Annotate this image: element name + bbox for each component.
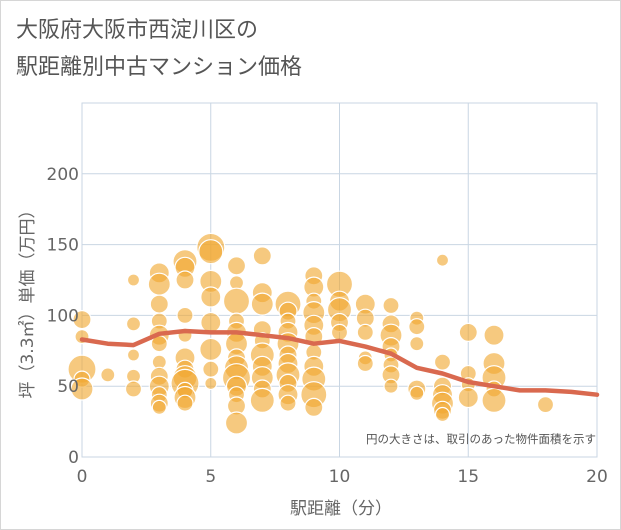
data-bubble xyxy=(536,396,555,414)
chart-title-line-1: 大阪府大阪市西淀川区の xyxy=(16,18,259,43)
data-bubble xyxy=(382,296,400,315)
data-bubble xyxy=(483,324,505,346)
x-tick-label: 0 xyxy=(77,467,88,487)
data-bubble xyxy=(149,294,169,314)
data-bubble xyxy=(147,272,171,296)
data-bubble xyxy=(457,386,479,409)
data-bubble xyxy=(330,323,349,341)
data-bubble xyxy=(204,376,218,390)
data-bubble xyxy=(383,378,399,394)
data-bubble xyxy=(70,377,94,401)
x-tick-label: 20 xyxy=(586,467,608,487)
data-bubble xyxy=(202,360,220,378)
data-bubble xyxy=(72,310,92,330)
data-bubble xyxy=(124,380,143,398)
data-bubble xyxy=(435,253,450,267)
data-bubble xyxy=(356,323,374,341)
x-tick-label: 5 xyxy=(205,467,216,487)
y-tick-label: 50 xyxy=(57,377,79,397)
trend-line xyxy=(79,328,600,397)
data-bubble xyxy=(481,387,507,413)
data-bubble xyxy=(224,411,249,435)
bubble-size-note: 円の大きさは、取引のあった物件面積を示す xyxy=(366,432,596,446)
data-bubble xyxy=(226,256,247,276)
bubble-layer xyxy=(67,232,555,435)
y-tick-label: 100 xyxy=(47,306,79,326)
data-bubble xyxy=(200,286,222,308)
data-bubble xyxy=(126,273,141,287)
data-bubble xyxy=(125,316,142,332)
y-tick-label: 200 xyxy=(47,165,79,185)
data-bubble xyxy=(304,397,324,417)
x-tick-label: 15 xyxy=(457,467,479,487)
data-bubble xyxy=(222,287,251,315)
data-bubble xyxy=(100,367,116,383)
data-bubble xyxy=(433,353,452,371)
data-bubble xyxy=(408,318,426,336)
data-bubble xyxy=(200,311,222,334)
data-bubble xyxy=(198,239,224,265)
x-tick-label: 10 xyxy=(329,467,351,487)
chart-title-line-2: 駅距離別中古マンション価格 xyxy=(16,55,303,80)
data-bubble xyxy=(279,394,297,412)
data-bubble xyxy=(458,322,478,342)
y-tick-label: 150 xyxy=(47,236,79,256)
data-bubble xyxy=(250,292,274,316)
data-bubble xyxy=(176,394,194,412)
data-bubble xyxy=(249,387,275,413)
data-bubble xyxy=(175,270,195,290)
x-axis-title: 駅距離（分） xyxy=(290,499,392,519)
data-bubble xyxy=(176,306,194,324)
data-bubble xyxy=(409,385,425,401)
y-tick-label: 0 xyxy=(68,448,79,468)
data-bubble xyxy=(356,354,374,373)
data-bubble xyxy=(409,336,425,352)
chart-title: 大阪府大阪市西淀川区の 駅距離別中古マンション価格 xyxy=(16,12,302,86)
data-bubble xyxy=(199,337,223,361)
y-axis-title: 坪（3.3㎡）単価（万円） xyxy=(18,201,38,398)
data-bubble xyxy=(434,406,451,423)
data-bubble xyxy=(252,246,272,266)
data-bubble xyxy=(126,348,141,362)
data-bubble xyxy=(151,399,167,415)
